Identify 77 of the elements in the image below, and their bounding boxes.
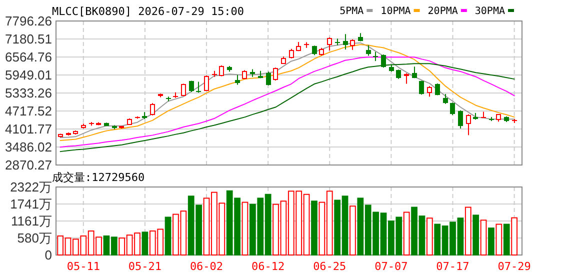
candlestick [512,118,517,124]
candlestick [366,44,371,56]
bar [511,217,518,256]
x-tick-label: 05-21 [128,260,162,273]
bar [464,206,472,256]
x-tick-label: 06-02 [190,260,224,273]
candlestick [381,55,386,67]
candlestick [266,71,271,85]
candlestick [443,93,448,104]
y-tick-label: 580万 [17,230,52,246]
x-tick-label: 06-12 [252,260,285,273]
y-tick-label: 2870.27 [5,158,52,172]
y-tick-label: 3486.02 [5,140,52,154]
candlestick [427,86,432,98]
x-tick-label: 07-07 [374,260,408,273]
candlestick [404,72,409,84]
candlestick [196,81,201,92]
legend-label: 20PMA [428,6,458,17]
bar [164,216,172,256]
candlestick [173,92,178,98]
y-tick-label: 0 [44,248,52,262]
bar [426,218,433,256]
bar [142,232,148,256]
x-tick-label: 06-25 [313,260,346,273]
y-tick-label: 5333.26 [5,86,52,100]
candlestick [81,123,86,128]
candlestick [504,117,509,122]
legend-label: 30PMA [474,6,505,17]
y-tick-label: 7796.26 [5,14,52,28]
bar [480,220,487,256]
candlestick [212,70,217,78]
candlestick [389,64,394,71]
candlestick [227,65,232,72]
bar [350,206,356,256]
candlestick [327,38,332,52]
candlestick [312,46,317,56]
candlestick [473,112,478,119]
bar [403,212,410,256]
candlestick [150,102,155,115]
legend-label: 10PMA [380,6,411,17]
candlestick [466,115,471,136]
y-tick-label: 1161万 [11,214,52,228]
bar [472,214,480,256]
candlestick [358,32,363,41]
x-tick-label: 07-17 [436,260,470,273]
x-tick-label: 05-11 [66,260,100,273]
candlestick [273,68,278,80]
y-tick-label: 4101.77 [5,122,52,136]
candlestick [435,84,440,95]
bar [496,224,502,256]
candlestick [142,112,147,120]
y-tick-label: 6564.76 [5,50,52,64]
candlestick [89,121,94,126]
candlestick [373,51,378,62]
y-tick-label: 5949.01 [5,68,52,82]
y-tick-label: 7180.51 [5,32,52,46]
candlestick [250,68,255,78]
candlestick [350,40,355,50]
candlestick [319,47,324,55]
y-tick-label: 4717.52 [5,104,52,118]
candlestick [235,74,240,86]
legend-label: 5PMA [340,6,364,17]
candlestick [396,70,401,80]
candlestick [343,34,348,50]
bar [242,202,248,256]
candlestick [450,103,455,116]
candlestick [458,111,463,130]
chart-title: MLCC[BK0890] 2026-07-29 15:00 [52,5,244,18]
chart-title: 成交量:12729560 [52,171,145,184]
candlestick [489,116,494,122]
bar [488,228,494,256]
bar [311,200,318,256]
x-tick-label: 07-29 [498,260,531,273]
y-tick-label: 2322万 [10,180,52,194]
bar [503,224,510,256]
candlestick [73,131,78,134]
y-tick-label: 1741万 [10,196,52,212]
